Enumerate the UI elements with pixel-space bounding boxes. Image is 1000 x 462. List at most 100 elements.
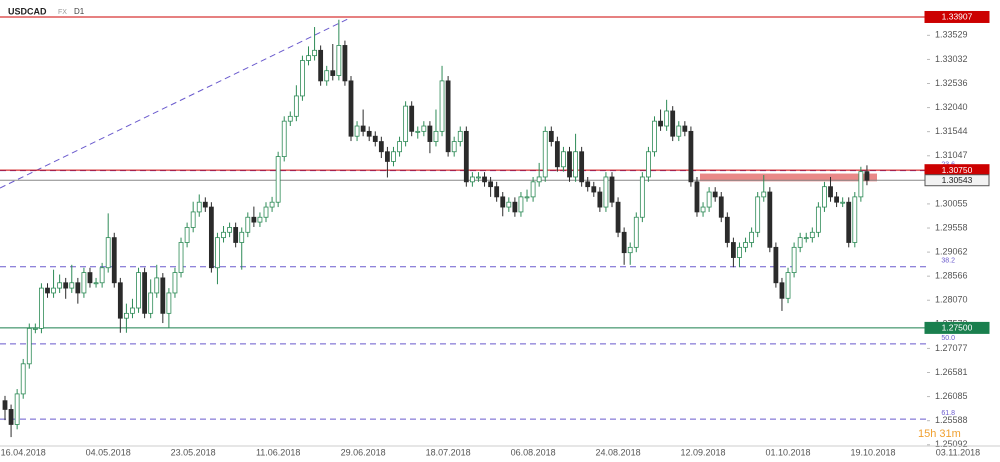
candle-body (621, 231, 627, 254)
candle-body (130, 307, 135, 314)
candle-body (300, 60, 305, 97)
candle-body (773, 246, 779, 284)
symbol: USDCAD (8, 6, 47, 16)
candle-body (597, 191, 603, 208)
candle-body (646, 151, 651, 178)
candle-body (391, 151, 396, 162)
y-tick-label: 1.31544 (935, 126, 968, 136)
candle-body (700, 206, 706, 213)
candle-body (318, 49, 324, 82)
candle-body (136, 272, 141, 309)
candle-body (105, 237, 111, 269)
y-tick-label: 1.26085 (935, 391, 968, 401)
candle-body (330, 70, 336, 76)
candle-body (718, 196, 724, 218)
candle-body (731, 242, 736, 258)
candle-body (567, 151, 572, 178)
candle-body (385, 151, 390, 162)
candle-body (348, 80, 354, 137)
candle-body (166, 292, 172, 314)
y-tick-label: 1.28070 (935, 295, 968, 305)
x-tick-label: 24.08.2018 (596, 447, 641, 457)
candle-body (828, 186, 833, 198)
candle-body (500, 196, 506, 208)
candle-body (846, 201, 852, 243)
x-tick-label: 04.05.2018 (86, 447, 131, 457)
candle-body (148, 292, 154, 314)
candle-body (482, 176, 487, 183)
candle-body (652, 120, 657, 153)
candle-body (603, 176, 609, 208)
candle-body (573, 151, 578, 178)
candle-body (14, 393, 20, 425)
y-tick-label: 1.27077 (935, 343, 968, 353)
candle-body (233, 227, 239, 243)
candle-body (221, 231, 226, 239)
candle-body (591, 186, 597, 193)
candle-body (415, 130, 421, 133)
candle-body (579, 151, 585, 183)
y-tick-label: 1.28566 (935, 271, 968, 281)
candle-body (822, 186, 827, 208)
price-badge (924, 174, 990, 187)
y-tick-label: 1.30055 (935, 198, 968, 208)
candle-body (99, 267, 105, 284)
candle-body (227, 227, 232, 233)
candle-body (293, 95, 299, 117)
candle-body (324, 70, 330, 82)
candle-body (433, 130, 439, 142)
candle-body (397, 141, 402, 153)
candle-body (360, 125, 366, 132)
candle-body (488, 181, 494, 188)
candle-body (743, 242, 748, 248)
candle-body (87, 272, 93, 284)
candle-body (403, 105, 409, 142)
candle-body (51, 287, 56, 294)
candle-body (518, 196, 524, 213)
candle-body (81, 272, 87, 294)
candle-body (561, 151, 566, 168)
candle-body (858, 171, 864, 198)
price-badge-label: 1.33907 (942, 12, 973, 22)
candle-body (20, 363, 26, 395)
y-tick-label: 1.29062 (935, 246, 968, 256)
price-badge (924, 10, 990, 23)
candle-body (712, 191, 718, 198)
candle-body (57, 282, 63, 289)
candle-body (257, 216, 263, 223)
candle-body (124, 312, 129, 319)
candle-body (39, 287, 44, 329)
candle-body (815, 206, 821, 233)
x-tick-label: 18.07.2018 (426, 447, 471, 457)
resistance-zone (700, 173, 877, 182)
candle-body (160, 277, 166, 314)
candle-body (791, 246, 797, 273)
fib-label: 50.0 (941, 335, 955, 342)
y-tick-label: 1.25092 (935, 439, 968, 449)
candle-body (184, 227, 190, 243)
candle-body (202, 201, 208, 208)
trend-line (0, 17, 351, 189)
candle-body (336, 45, 342, 76)
candle-body (190, 211, 196, 228)
y-tick-label: 1.32536 (935, 78, 968, 88)
candle-body (372, 135, 378, 142)
y-tick-label: 1.32040 (935, 102, 968, 112)
candle-body (494, 186, 500, 198)
market: FX (58, 9, 67, 16)
candle-body (26, 327, 32, 365)
candle-body (536, 176, 542, 183)
candle-body (457, 130, 463, 142)
candle-body (63, 282, 69, 289)
candle-body (852, 196, 858, 243)
y-tick-label: 1.25588 (935, 415, 968, 425)
candle-body (269, 201, 275, 208)
candle-body (354, 125, 360, 137)
candle-body (676, 125, 682, 137)
candle-body (694, 181, 700, 213)
candle-body (427, 125, 433, 142)
timeframe: D1 (74, 7, 85, 16)
candle-body (287, 115, 293, 122)
candle-body (585, 181, 591, 188)
